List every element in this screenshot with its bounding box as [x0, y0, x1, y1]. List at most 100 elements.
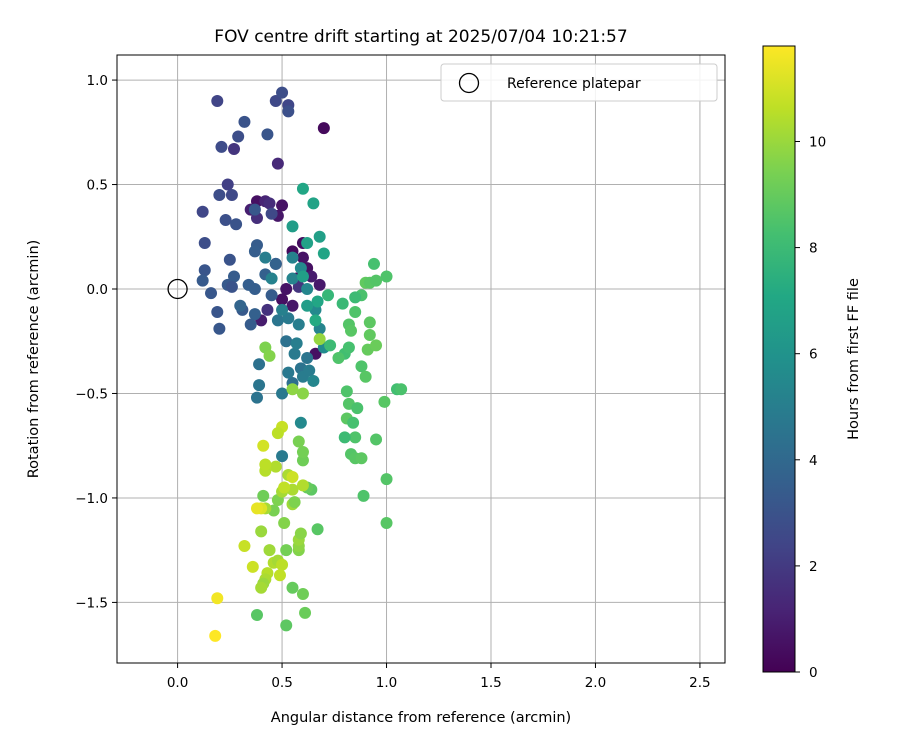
data-point — [253, 379, 266, 392]
y-axis-label: Rotation from reference (arcmin) — [26, 240, 42, 479]
data-point — [228, 143, 241, 156]
data-point — [301, 351, 314, 364]
data-point — [307, 374, 320, 387]
x-tick-label: 1.0 — [376, 675, 397, 691]
data-point — [269, 460, 282, 473]
data-point — [261, 303, 274, 316]
y-tick-label: 0.5 — [87, 178, 108, 194]
data-point — [288, 347, 301, 360]
data-point — [225, 280, 238, 293]
data-point — [261, 128, 274, 141]
data-point — [296, 479, 309, 492]
data-point — [380, 473, 393, 486]
data-point — [301, 237, 314, 250]
data-point — [278, 517, 291, 530]
data-point — [380, 270, 393, 283]
data-point — [355, 452, 368, 465]
data-point — [282, 105, 295, 118]
data-point — [276, 450, 289, 463]
data-point — [276, 303, 289, 316]
data-point — [259, 251, 272, 264]
colorbar-tick-label: 2 — [809, 559, 818, 575]
data-point — [238, 539, 251, 552]
data-point — [367, 257, 380, 270]
data-point — [263, 349, 276, 362]
plot-frame — [116, 54, 726, 664]
colorbar-label: Hours from first FF file — [846, 278, 862, 440]
data-point — [286, 272, 299, 285]
data-point — [246, 560, 259, 573]
data-point — [259, 458, 272, 471]
data-point — [263, 197, 276, 210]
data-point — [234, 299, 247, 312]
y-tick-label: 0.0 — [87, 282, 108, 298]
data-point — [301, 299, 314, 312]
data-point — [324, 339, 337, 352]
x-axis-label: Angular distance from reference (arcmin) — [271, 710, 571, 726]
data-point — [296, 454, 309, 467]
data-point — [278, 481, 291, 494]
data-point — [271, 314, 284, 327]
chart-title: FOV centre drift starting at 2025/07/04 … — [214, 27, 627, 47]
data-point — [296, 387, 309, 400]
data-point — [349, 291, 362, 304]
data-point — [311, 295, 324, 308]
legend-marker-reference — [458, 72, 480, 94]
data-point — [296, 251, 309, 264]
data-point — [255, 581, 268, 594]
data-point — [301, 283, 314, 296]
data-point — [276, 199, 289, 212]
data-point — [347, 416, 360, 429]
data-point — [313, 278, 326, 291]
data-point — [242, 278, 255, 291]
data-point — [340, 385, 353, 398]
data-point — [363, 316, 376, 329]
data-point — [265, 272, 278, 285]
data-point — [213, 188, 226, 201]
data-point — [248, 245, 261, 258]
data-point — [380, 517, 393, 530]
data-point — [338, 431, 351, 444]
data-point — [250, 608, 263, 621]
data-point — [265, 207, 278, 220]
data-point — [219, 214, 232, 227]
data-point — [225, 188, 238, 201]
data-point — [363, 328, 376, 341]
colorbar-ticks: 0 2 4 6 8 10 — [795, 134, 826, 681]
data-point — [311, 523, 324, 536]
reference-marker — [167, 278, 188, 300]
legend-label-reference: Reference platepar — [507, 76, 641, 92]
data-point — [282, 366, 295, 379]
data-point — [196, 205, 209, 218]
colorbar-gradient — [762, 45, 796, 673]
y-tick-label: −0.5 — [75, 386, 108, 402]
data-point — [282, 312, 295, 325]
data-point — [336, 297, 349, 310]
data-point — [273, 569, 286, 582]
x-tick-label: 2.5 — [689, 675, 710, 691]
data-point — [276, 558, 289, 571]
data-point — [238, 115, 251, 128]
data-point — [257, 489, 270, 502]
colorbar: 0 2 4 6 8 10 Hours from first FF file — [762, 45, 862, 681]
data-point — [292, 318, 305, 331]
data-point — [370, 274, 383, 287]
data-point — [296, 270, 309, 283]
legend-box — [440, 63, 718, 102]
data-point — [342, 341, 355, 354]
data-point — [198, 264, 211, 277]
data-point — [349, 431, 362, 444]
data-point — [280, 619, 293, 632]
legend: Reference platepar — [440, 63, 718, 102]
data-point — [288, 496, 301, 509]
data-point — [276, 86, 289, 99]
data-point — [280, 283, 293, 296]
data-points — [196, 86, 408, 642]
x-tick-label: 1.5 — [480, 675, 501, 691]
data-point — [221, 178, 234, 191]
data-point — [290, 337, 303, 350]
data-point — [286, 581, 299, 594]
data-point — [296, 445, 309, 458]
data-point — [299, 606, 312, 619]
